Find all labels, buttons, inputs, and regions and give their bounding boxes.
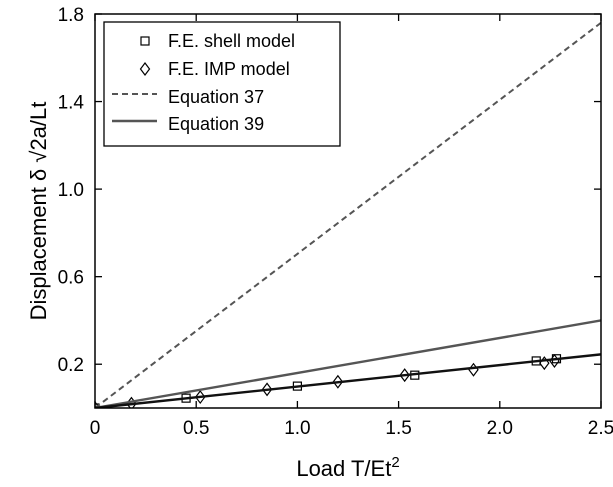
x-tick-label-3: 1.5 — [385, 418, 411, 439]
x-tick-label-0: 0 — [90, 418, 101, 439]
legend: F.E. shell model F.E. IMP model Equation 3… — [103, 21, 341, 147]
series-1-point-2 — [194, 390, 206, 405]
series-1-point-4 — [332, 374, 344, 389]
x-axis-label: Load T/Et2 — [296, 454, 399, 481]
legend-label-0: F.E. shell model — [168, 31, 295, 51]
legend-box — [103, 21, 341, 147]
legend-symbol-1 — [139, 62, 151, 76]
series-line-3 — [95, 319, 601, 408]
y-axis-label: Displacement δ √2a/Lt — [26, 102, 51, 321]
legend-label-3: Equation 39 — [168, 114, 264, 134]
x-tick-label-1: 0.5 — [183, 418, 209, 439]
series-line-2 — [95, 21, 601, 408]
series-1-point-5 — [399, 368, 410, 383]
y-tick-label-3: 1.4 — [58, 93, 85, 114]
y-tick-label-0: 0.2 — [58, 355, 84, 376]
y-tick-label-4: 1.8 — [58, 5, 84, 26]
series-1-point-8 — [549, 353, 560, 368]
x-tick-label-2: 1.0 — [284, 418, 310, 439]
series-line-4 — [95, 353, 601, 408]
x-axis-label-superscript: 2 — [391, 454, 399, 471]
x-tick-label-5: 2.5 — [588, 418, 613, 439]
series-1-point-6 — [468, 362, 479, 377]
series-group — [95, 21, 601, 408]
plot-frame — [94, 13, 602, 409]
legend-label-1: F.E. IMP model — [168, 59, 290, 79]
legend-symbol-0 — [140, 36, 150, 46]
series-1-point-3 — [261, 382, 273, 397]
y-tick-label-2: 1.0 — [58, 180, 84, 201]
legend-label-2: Equation 37 — [168, 87, 264, 107]
y-tick-label-1: 0.6 — [58, 268, 84, 289]
x-tick-label-4: 2.0 — [487, 418, 513, 439]
